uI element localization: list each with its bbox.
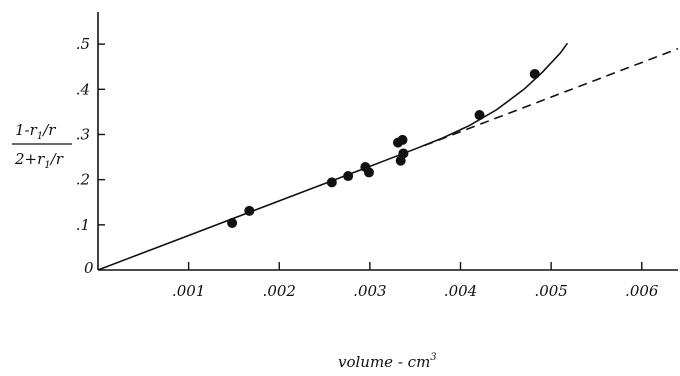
data-point	[227, 218, 238, 229]
data-point	[343, 171, 354, 182]
y-tick-label: .2	[76, 171, 90, 189]
origin-label: 0	[84, 259, 94, 277]
axes	[97, 12, 678, 271]
y-tick-label: .3	[76, 125, 90, 143]
data-point	[529, 68, 540, 79]
curves	[97, 42, 679, 271]
y-den-main: 2+r	[14, 150, 45, 168]
y-axis-title-numerator: 1-r1/r	[15, 121, 56, 142]
fitted-curve	[97, 42, 569, 271]
x-tick-label: .004	[444, 282, 477, 300]
data-point	[397, 134, 408, 145]
data-point	[363, 167, 374, 178]
y-axis-title: 1-r1/r 2+r1/r	[12, 121, 72, 171]
x-axis-title-sup: 3	[430, 352, 436, 363]
x-tick-label: .001	[172, 282, 205, 300]
x-ticks: .001 .002 .003 .004 .005 .006	[172, 262, 659, 300]
y-tick-label: .4	[76, 80, 90, 98]
x-tick-label: .006	[625, 282, 659, 300]
y-den-sub: 1	[44, 160, 50, 171]
x-tick-label: .005	[534, 282, 567, 300]
x-axis-title-text: volume - cm	[338, 353, 430, 371]
extrapolation-line	[423, 47, 679, 147]
y-num-main: 1-r	[15, 121, 38, 139]
x-axis-title: volume - cm3	[338, 352, 437, 371]
y-num-tail: /r	[41, 121, 56, 139]
x-tick-label: .003	[353, 282, 386, 300]
y-den-tail: /r	[49, 150, 64, 168]
y-axis-title-denominator: 2+r1/r	[14, 150, 64, 171]
y-tick-label: .1	[76, 216, 90, 234]
data-point	[474, 110, 485, 121]
data-point	[244, 205, 255, 216]
x-tick-label: .002	[263, 282, 296, 300]
y-tick-label: .5	[76, 35, 90, 53]
data-points	[227, 68, 540, 229]
y-num-sub: 1	[37, 131, 43, 142]
data-point	[398, 148, 409, 159]
y-ticks: .1 .2 .3 .4 .5	[76, 35, 105, 234]
data-point	[326, 177, 337, 188]
